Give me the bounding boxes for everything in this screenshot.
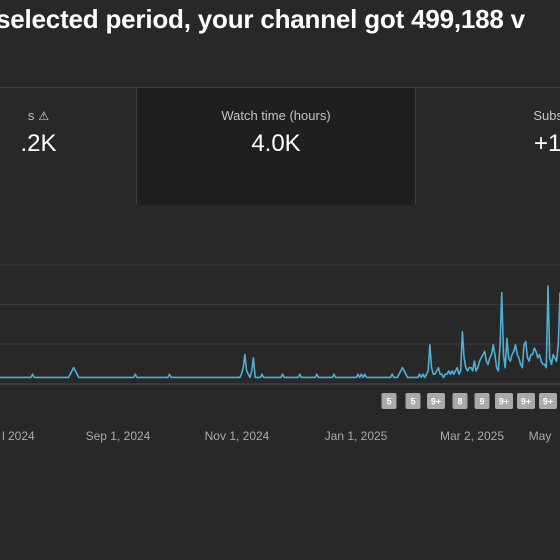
x-axis-tick-label: May xyxy=(529,429,552,443)
marker-badge-box xyxy=(474,393,490,409)
marker-badge-label: 9+ xyxy=(431,397,441,407)
metric-divider xyxy=(136,88,137,205)
marker-badge-label: 9 xyxy=(479,397,484,407)
x-axis-tick-label: Nov 1, 2024 xyxy=(205,429,270,443)
metric-label: s xyxy=(27,108,35,123)
marker-badge-box xyxy=(539,393,557,409)
x-axis-tick-label: l 2024 xyxy=(2,429,35,443)
chart-marker-badge[interactable]: 9+ xyxy=(539,393,557,409)
warning-icon: ⚠ xyxy=(38,109,50,123)
marker-badge-box xyxy=(381,393,397,409)
chart-marker-badge[interactable]: 9+ xyxy=(517,393,535,409)
metric-card-watch-time[interactable]: Watch time (hours) 4.0K xyxy=(137,88,415,205)
marker-badge-label: 9+ xyxy=(499,397,509,407)
chart-marker-badge[interactable]: 8 xyxy=(452,393,468,409)
chart-marker-badge[interactable]: 9 xyxy=(474,393,490,409)
marker-badge-box xyxy=(405,393,421,409)
chart-marker-badge[interactable]: 5 xyxy=(381,393,397,409)
metric-label: Watch time (hours) xyxy=(221,108,331,123)
chart-marker-badge[interactable]: 9+ xyxy=(427,393,445,409)
metric-card-subscribers[interactable]: Subscri +1.( xyxy=(416,88,560,205)
marker-badge-box xyxy=(427,393,445,409)
metric-value: 4.0K xyxy=(251,130,301,157)
x-axis-tick-label: Mar 2, 2025 xyxy=(440,429,504,443)
chart-marker-badge[interactable]: 5 xyxy=(405,393,421,409)
metric-card-views[interactable]: s ⚠ .2K xyxy=(0,88,137,205)
x-axis-tick-label: Sep 1, 2024 xyxy=(86,429,151,443)
marker-badge-label: 9+ xyxy=(543,397,553,407)
metric-value: .2K xyxy=(20,130,57,157)
marker-badge-label: 9+ xyxy=(521,397,531,407)
marker-badge-box xyxy=(495,393,513,409)
metric-label: Subscri xyxy=(533,108,560,123)
metric-divider xyxy=(415,88,416,205)
marker-badge-label: 5 xyxy=(386,397,391,407)
chart-marker-badge[interactable]: 9+ xyxy=(495,393,513,409)
x-axis-tick-label: Jan 1, 2025 xyxy=(325,429,388,443)
chart-series-line xyxy=(0,285,560,379)
marker-badge-box xyxy=(452,393,468,409)
marker-badge-label: 8 xyxy=(457,397,462,407)
marker-badge-label: 5 xyxy=(410,397,415,407)
metric-value: +1.( xyxy=(533,130,560,157)
metrics-top-divider xyxy=(0,87,560,88)
marker-badge-box xyxy=(517,393,535,409)
page-headline: selected period, your channel got 499,18… xyxy=(0,4,525,34)
